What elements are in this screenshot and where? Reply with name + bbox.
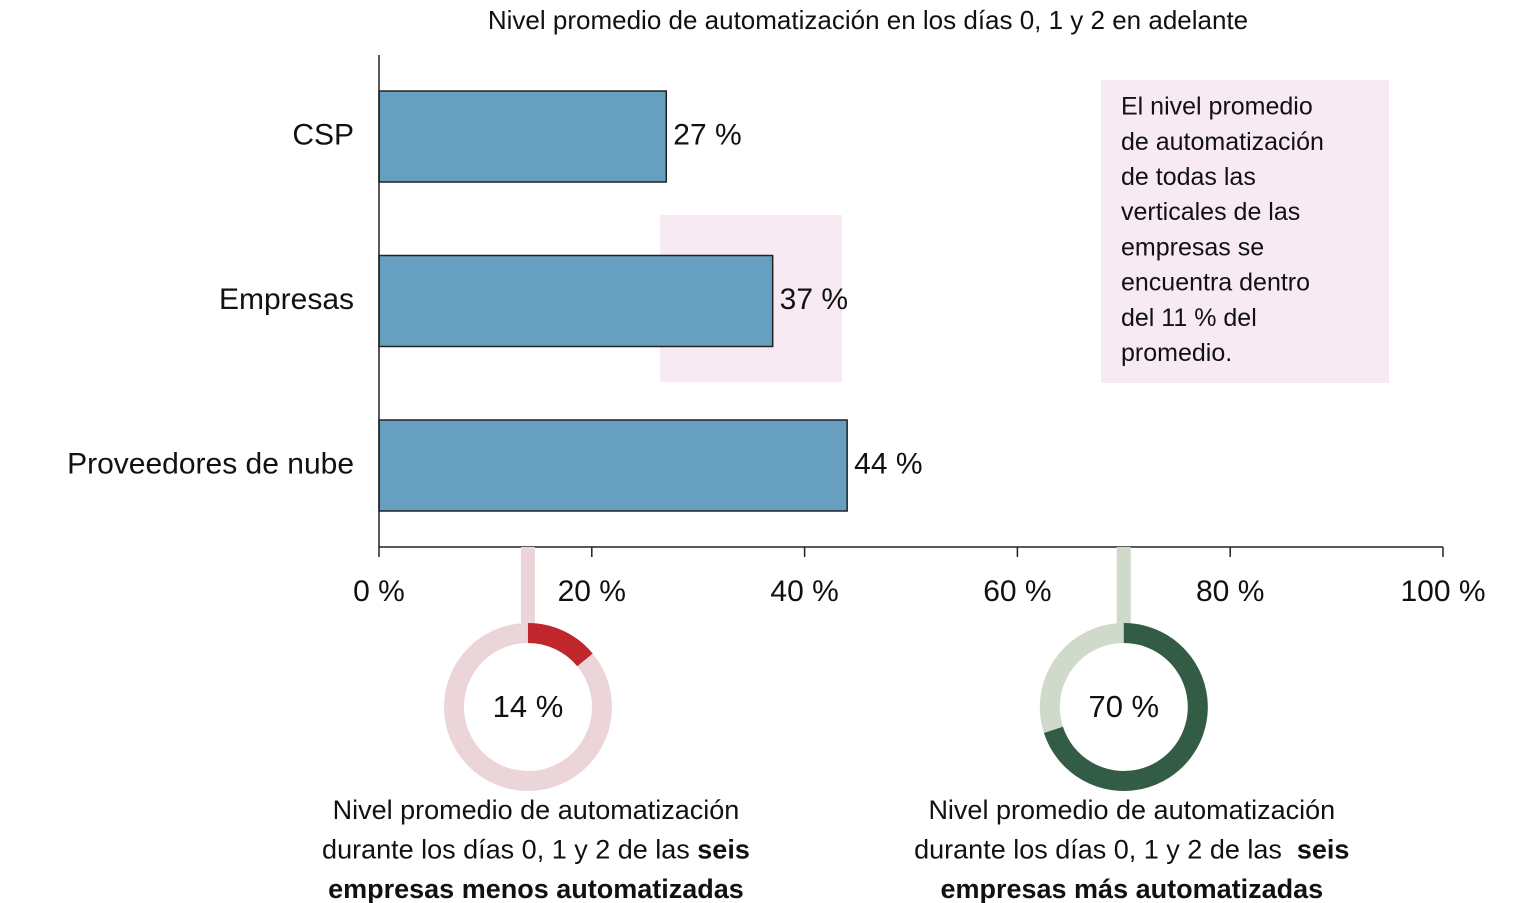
donut-arc: [527, 623, 593, 667]
bar: [378, 419, 848, 512]
pointer-stem: [1116, 547, 1131, 627]
caption-line: empresas menos automatizadas: [328, 874, 744, 903]
x-tick-label: 60 %: [983, 575, 1051, 608]
category-label: Empresas: [219, 283, 354, 316]
pointer-stem: [520, 547, 535, 627]
x-tick-label: 80 %: [1196, 575, 1264, 608]
donut-value-label: 70 %: [1088, 689, 1159, 724]
caption-text: seis: [697, 835, 750, 865]
x-tick-label: 20 %: [558, 575, 626, 608]
caption-line: Nivel promedio de automatización: [928, 795, 1335, 825]
annotation-line: El nivel promedio: [1121, 93, 1313, 121]
value-label: 27 %: [673, 118, 741, 151]
category-label: Proveedores de nube: [67, 447, 354, 480]
annotation-line: de todas las: [1121, 163, 1256, 191]
donut-arc: [1043, 623, 1208, 791]
caption-text: empresas más automatizadas: [940, 874, 1323, 903]
caption-text: seis: [1297, 835, 1350, 865]
caption-text: Nivel promedio de automatización: [333, 795, 740, 825]
caption-text: durante los días 0, 1 y 2 de las: [322, 835, 697, 865]
annotation-line: verticales de las: [1121, 198, 1300, 226]
caption-line: empresas más automatizadas: [940, 874, 1323, 903]
x-tick-label: 40 %: [770, 575, 838, 608]
caption-line: durante los días 0, 1 y 2 de las seis: [914, 835, 1349, 865]
bar: [378, 90, 668, 183]
value-label: 37 %: [780, 283, 848, 316]
category-label: CSP: [292, 118, 354, 151]
x-tick-label: 0 %: [353, 575, 405, 608]
caption-text: empresas menos automatizadas: [328, 874, 744, 903]
bar: [378, 254, 774, 348]
caption-text: durante los días 0, 1 y 2 de las: [914, 835, 1297, 865]
x-tick-label: 100 %: [1400, 575, 1485, 608]
chart-title: Nivel promedio de automatización en los …: [488, 5, 1248, 35]
value-label: 44 %: [854, 447, 922, 480]
annotation-box: [1101, 80, 1389, 383]
caption-text: Nivel promedio de automatización: [928, 795, 1335, 825]
annotation-line: del 11 % del: [1121, 304, 1257, 332]
caption-line: Nivel promedio de automatización: [333, 795, 740, 825]
annotation-line: encuentra dentro: [1121, 269, 1310, 297]
annotation-line: de automatización: [1121, 128, 1324, 156]
caption-line: durante los días 0, 1 y 2 de las seis: [322, 835, 750, 865]
annotation-line: empresas se: [1121, 233, 1264, 261]
annotation-line: promedio.: [1121, 339, 1232, 367]
donut-value-label: 14 %: [493, 689, 564, 724]
